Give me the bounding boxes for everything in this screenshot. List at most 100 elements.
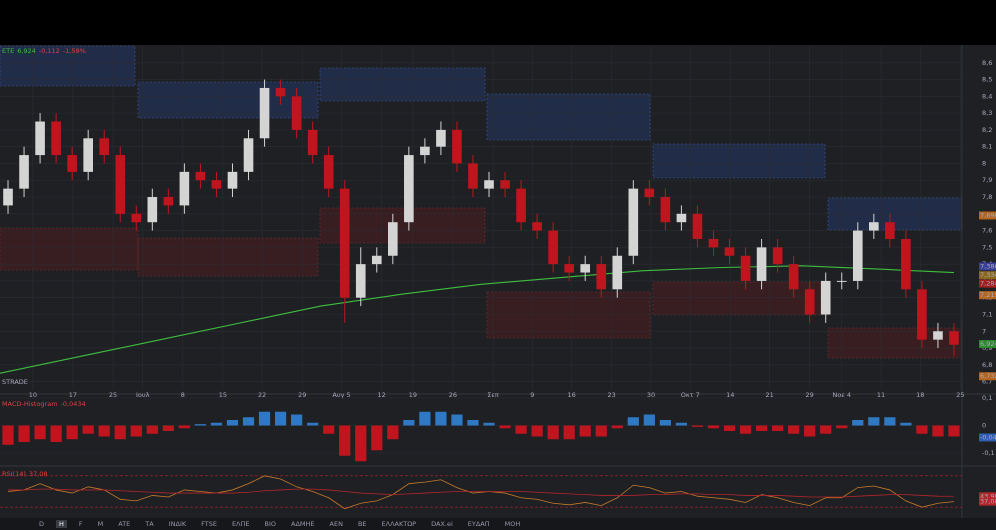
y-tick-label: 7,6 <box>982 227 992 235</box>
toolbar-item[interactable]: H <box>56 520 67 528</box>
toolbar-item[interactable]: FTSE <box>201 520 217 528</box>
histogram-bar <box>403 420 415 426</box>
price-tag-label: 37,08 <box>980 498 996 506</box>
candle-body <box>500 180 510 189</box>
candle-body <box>516 188 526 223</box>
x-tick-label: 26 <box>449 391 457 399</box>
price-tag <box>979 497 996 506</box>
x-tick-label: Οκτ 7 <box>681 391 700 399</box>
y-tick-label: 8,5 <box>982 76 992 84</box>
candle-body <box>596 264 607 290</box>
x-tick-label: 25 <box>956 391 964 399</box>
x-tick-label: Σεπ <box>487 391 499 399</box>
histogram-bar <box>948 425 960 437</box>
candle-body <box>804 289 815 315</box>
histogram-bar <box>868 417 880 426</box>
toolbar-item[interactable]: ΤΑ <box>145 520 154 528</box>
histogram-bar <box>162 425 174 431</box>
x-tick-label: 30 <box>647 391 655 399</box>
y-tick-label: 0,1 <box>982 394 992 402</box>
panel-header: MACD-Histogram -0,0434 <box>2 400 86 408</box>
histogram-bar <box>194 424 207 426</box>
x-tick-label: 25 <box>109 391 117 399</box>
candle-body <box>788 264 799 290</box>
candle-body <box>452 129 462 164</box>
last-price: 6,924 <box>17 47 36 55</box>
histogram-bar <box>210 422 223 426</box>
histogram-bar <box>900 422 912 426</box>
candle-body <box>163 197 174 206</box>
panel-header: ETE 6,924 -0,112 -1,59% <box>2 47 86 55</box>
histogram-bar <box>499 425 511 429</box>
histogram-bar <box>820 425 832 434</box>
toolbar-item[interactable]: ΕΥΔΑΠ <box>467 520 490 528</box>
toolbar-item[interactable]: ΒΙΟ <box>264 520 277 528</box>
histogram-bar <box>611 425 623 429</box>
candle-body <box>83 138 93 172</box>
price-tag <box>979 372 996 381</box>
toolbar-item[interactable]: DAX.ei <box>431 520 453 528</box>
toolbar-item[interactable]: ΙΝΔΙΚ <box>168 520 187 528</box>
candle-body <box>885 222 895 239</box>
toolbar-item[interactable]: ΑΔΜΗΕ <box>291 520 315 528</box>
toolbar: D H F M ATE ΤΑ ΙΝΔΙΚ FTSE ΕΛΠΕ ΒΙΟ ΑΔΜΗΕ ΑΕΝ ΒΕ ΕΛΛΑΚ… <box>0 518 996 530</box>
histogram-bar <box>547 425 559 440</box>
candle-body <box>211 180 222 189</box>
price-tag-label: 7,334 <box>980 271 996 279</box>
x-tick-label: 10 <box>29 391 37 399</box>
toolbar-item[interactable]: ΜΟΗ <box>504 520 521 528</box>
toolbar-item[interactable]: D <box>39 520 45 528</box>
candle-body <box>147 197 158 223</box>
x-tick-label: 9 <box>530 391 534 399</box>
symbol: ETE <box>2 47 14 55</box>
histogram-bar <box>788 425 800 434</box>
histogram-bar <box>34 425 46 440</box>
y-tick-label: 7,1 <box>982 310 992 318</box>
toolbar-item[interactable]: ΒΕ <box>357 520 367 528</box>
x-tick-label: 16 <box>567 391 575 399</box>
histogram-bar <box>675 422 688 426</box>
price-tag-label: 7,690 <box>980 211 996 219</box>
x-tick-label: 23 <box>608 391 616 399</box>
histogram-bar <box>884 417 896 426</box>
y-tick-label: 7,5 <box>982 243 992 251</box>
price-tag-label: 7,386 <box>980 262 996 270</box>
histogram-bar <box>723 425 736 431</box>
candle-body <box>67 155 77 172</box>
candle-body <box>3 188 13 206</box>
histogram-bar <box>627 417 639 426</box>
y-tick-label: 8,1 <box>982 143 992 151</box>
histogram-bar <box>82 425 94 434</box>
histogram-bar <box>114 425 126 440</box>
x-tick-label: 19 <box>409 391 417 399</box>
histogram-bar <box>242 417 255 426</box>
x-tick-label: Νοε 4 <box>832 391 851 399</box>
histogram-bar <box>643 414 655 426</box>
toolbar-item[interactable]: F <box>78 520 83 528</box>
toolbar-item[interactable]: ATE <box>118 520 131 528</box>
candle-body <box>115 155 126 214</box>
candle-body <box>676 213 687 223</box>
y-tick-label: 0 <box>982 422 986 430</box>
histogram-bar <box>50 425 62 442</box>
price-tag <box>979 262 996 271</box>
histogram-bar <box>531 425 543 437</box>
y-tick-label: 8 <box>982 159 986 167</box>
histogram-bar <box>483 422 495 426</box>
candle-body <box>917 289 927 340</box>
price-tag <box>979 291 996 300</box>
toolbar-item[interactable]: ΕΛΠΕ <box>231 520 250 528</box>
price-tag <box>979 433 996 442</box>
candle-body <box>628 188 639 256</box>
candle-body <box>820 280 831 315</box>
toolbar-item[interactable]: M <box>97 520 104 528</box>
x-tick-label: Ιουλ <box>136 391 150 399</box>
candle-body <box>740 255 751 281</box>
candle-body <box>869 222 879 231</box>
toolbar-item[interactable]: ΑΕΝ <box>329 520 343 528</box>
histogram-bar <box>18 425 30 442</box>
candle-body <box>436 129 446 147</box>
indicator-name: RSI(14) <box>2 470 26 478</box>
toolbar-item[interactable]: ΕΛΛΑΚΤΩΡ <box>381 520 417 528</box>
candle-body <box>612 255 623 290</box>
